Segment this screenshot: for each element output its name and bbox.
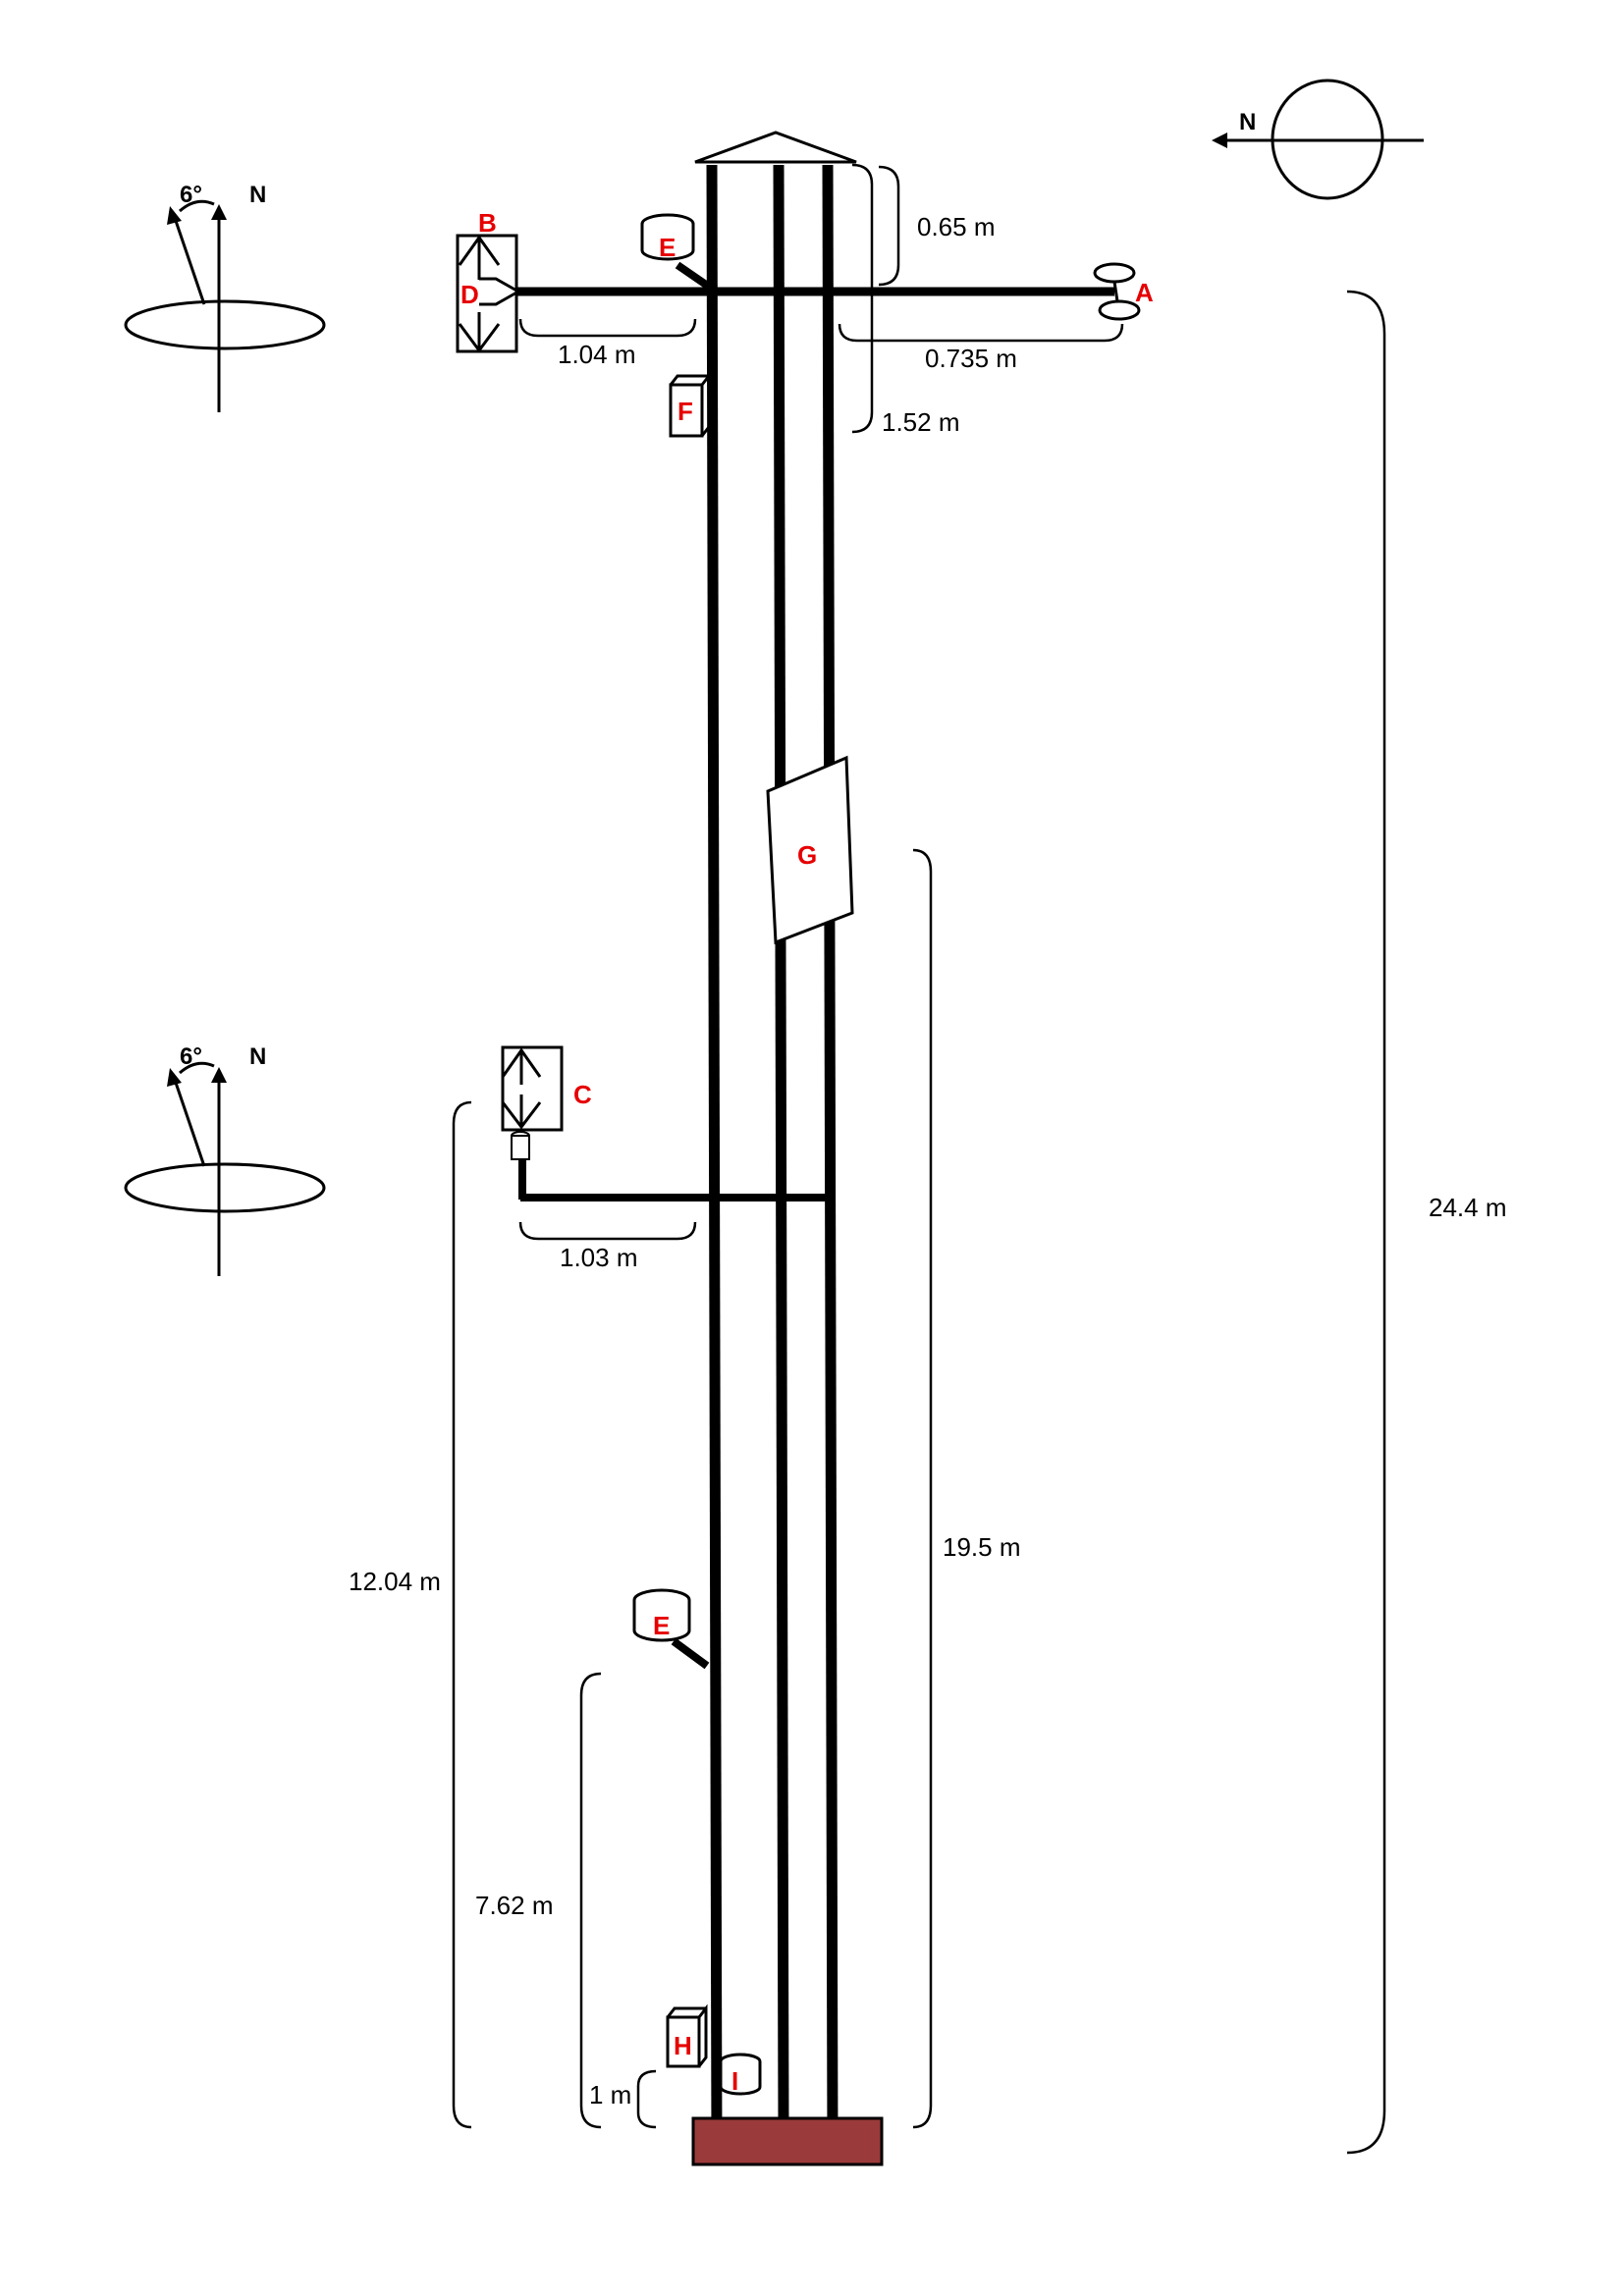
sensor-H-box (666, 2015, 701, 2068)
tilt-arrowhead-icon (167, 206, 182, 225)
sensor-C-box (501, 1045, 564, 1132)
dim-12-04: 12.04 m (349, 1567, 441, 1596)
lower-sensors: E H I (632, 1588, 762, 2096)
anemometer-cup-upper (1093, 262, 1136, 284)
dim-1-03: 1.03 m (560, 1243, 638, 1272)
solar-panel: G (766, 755, 854, 945)
sensor-E-top-arm (675, 261, 712, 291)
orientation-indicator-top: 6° N (124, 182, 326, 412)
tower-leg-center (773, 164, 789, 2131)
dimension-labels: 0.65 m 1.04 m 0.735 m 1.52 m 1.03 m 12.0… (349, 212, 1507, 2109)
brace-12-04 (452, 1100, 472, 2129)
anemometer-cup-lower (1098, 299, 1141, 321)
brace-1-04 (518, 318, 697, 338)
brace-7-62 (579, 1672, 602, 2129)
top-boom: A B D E F (456, 208, 1154, 438)
brace-1-03 (518, 1221, 697, 1241)
tilt-angle-label: 6° (180, 1043, 202, 1070)
dim-0-735: 0.735 m (925, 344, 1017, 373)
tower-roof (694, 131, 857, 164)
sensor-F-box (669, 383, 704, 438)
label-E-low: E (653, 1611, 670, 1640)
tower-leg-right (822, 164, 839, 2151)
tower-base (691, 2116, 884, 2166)
north-arrowhead-icon (211, 204, 227, 220)
dim-7-62: 7.62 m (475, 1891, 554, 1920)
panel-G (766, 755, 854, 945)
label-B: B (478, 208, 497, 238)
label-D: D (460, 280, 479, 309)
orientation-disc-icon (124, 1162, 326, 1213)
sensor-I-body (719, 2061, 762, 2096)
brace-1-52 (851, 163, 874, 434)
compass-north-label: N (1239, 109, 1256, 135)
label-C: C (573, 1080, 592, 1109)
brace-19-5 (912, 848, 933, 2129)
tower-leg-left (706, 164, 723, 2151)
tilt-axis (173, 1079, 206, 1167)
sensor-E-top-body (640, 224, 695, 261)
tilt-axis (173, 217, 206, 305)
label-A: A (1135, 278, 1154, 307)
dim-24-4: 24.4 m (1429, 1193, 1507, 1222)
tilt-angle-label: 6° (180, 182, 202, 208)
north-arrowhead-icon (211, 1067, 227, 1083)
sensor-C-up-arrow (501, 1047, 542, 1085)
brace-0-735 (838, 323, 1124, 343)
radiometer-up-arrow (458, 235, 501, 280)
label-E-top: E (659, 233, 676, 262)
orientation-disc-icon (124, 299, 326, 350)
label-H: H (674, 2031, 692, 2060)
north-arrow-top-right: N (1212, 79, 1424, 200)
anemometer-mast (1112, 281, 1119, 302)
tower-structure (691, 131, 884, 2166)
brace-0-65 (878, 165, 900, 287)
dim-0-65: 0.65 m (917, 212, 996, 241)
dim-19-5: 19.5 m (943, 1532, 1021, 1562)
brace-1 (636, 2069, 657, 2129)
sensor-D-head (479, 277, 519, 306)
tilt-arc (179, 1061, 215, 1075)
north-label: N (249, 182, 266, 208)
label-G: G (797, 840, 817, 870)
sensor-C-cyl-body (511, 1135, 530, 1160)
sensor-E-low-arm (671, 1637, 710, 1670)
sensor-E-low-body (632, 1600, 691, 1642)
dim-1-52: 1.52 m (882, 407, 960, 437)
tilt-arc (179, 199, 215, 213)
label-I: I (731, 2066, 738, 2096)
dim-1-04: 1.04 m (558, 340, 636, 369)
sensor-C-down-arrow (501, 1095, 542, 1130)
orientation-indicator-mid: 6° N (124, 1043, 326, 1276)
tilt-arrowhead-icon (167, 1068, 182, 1087)
sensor-F-side (669, 371, 711, 437)
dimension-braces (452, 163, 1386, 2155)
sensor-H-side (666, 2003, 708, 2067)
north-label: N (249, 1043, 266, 1070)
compass-arrowhead-icon (1212, 133, 1227, 148)
dim-1: 1 m (589, 2080, 631, 2109)
radiometer-down-arrow (458, 312, 501, 353)
middle-boom: C (501, 1045, 832, 1201)
label-F: F (677, 397, 693, 426)
brace-24-4 (1346, 290, 1386, 2155)
